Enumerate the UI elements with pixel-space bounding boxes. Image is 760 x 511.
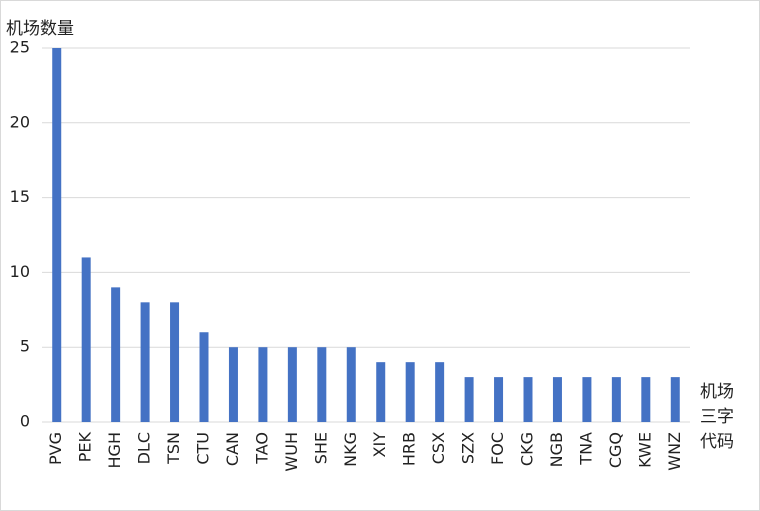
bar (81, 257, 91, 422)
bar (170, 302, 180, 422)
x-tick-label: CKG (518, 432, 537, 466)
x-tick-label: CGQ (606, 432, 625, 468)
x-tick-label: WUH (282, 432, 301, 472)
bar (52, 48, 62, 422)
x-tick-label: HGH (105, 432, 124, 468)
bar (376, 362, 386, 422)
bar (111, 287, 121, 422)
x-tick-label: CSX (429, 432, 448, 464)
x-tick-label: CAN (223, 432, 242, 466)
bar (582, 377, 592, 422)
bar (346, 347, 356, 422)
bar (405, 362, 415, 422)
bar (670, 377, 680, 422)
x-tick-label: CTU (194, 432, 213, 465)
x-tick-label: SHE (311, 432, 330, 464)
bar (611, 377, 621, 422)
bar (641, 377, 651, 422)
bar (199, 332, 209, 422)
y-tick-label: 20 (10, 112, 30, 131)
bar (228, 347, 238, 422)
bar (552, 377, 562, 422)
x-tick-label: SZX (459, 432, 478, 464)
bar (258, 347, 268, 422)
y-tick-label: 15 (10, 187, 30, 206)
x-tick-label: PVG (46, 432, 65, 465)
x-tick-label: TAO (252, 432, 271, 465)
x-tick-label: DLC (135, 432, 154, 464)
y-tick-label: 5 (20, 337, 30, 356)
bar (523, 377, 533, 422)
x-tick-label: TSN (164, 432, 183, 465)
y-tick-label: 25 (10, 38, 30, 57)
x-tick-label: TNA (576, 432, 595, 466)
x-tick-label: KWE (635, 432, 654, 468)
x-tick-label: FOC (488, 432, 507, 465)
x-tick-label: NGB (547, 432, 566, 467)
x-tick-label: NKG (341, 432, 360, 467)
bar (140, 302, 150, 422)
x-tick-label: PEK (76, 431, 95, 462)
x-tick-label: WNZ (665, 432, 684, 471)
x-axis-label: 机场三字代码 (700, 382, 734, 452)
y-tick-label: 0 (20, 412, 30, 431)
bar (494, 377, 504, 422)
y-tick-label: 10 (10, 262, 30, 281)
bar (317, 347, 327, 422)
x-tick-label: HRB (400, 432, 419, 466)
y-axis-label: 机场数量 (6, 19, 74, 39)
bar (287, 347, 297, 422)
bar (464, 377, 474, 422)
x-tick-label: XIY (370, 432, 389, 458)
bar (435, 362, 445, 422)
